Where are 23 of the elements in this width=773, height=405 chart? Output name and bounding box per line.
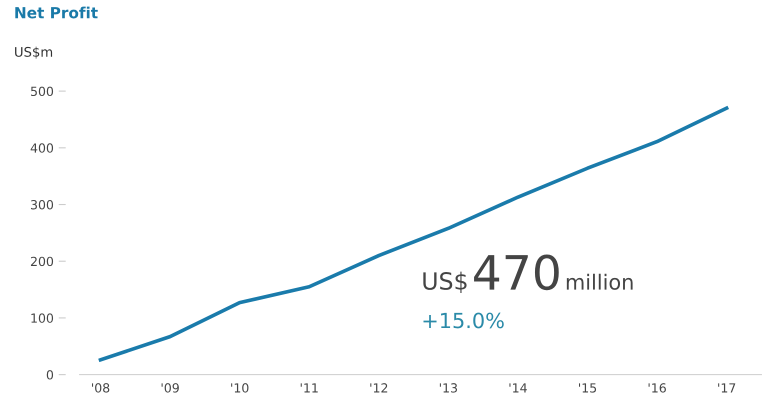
y-tick-label: 400 xyxy=(30,143,54,153)
annotation: 470 xyxy=(474,254,559,290)
x-tick-label: '09 xyxy=(162,383,179,393)
annotation: +15.0% xyxy=(423,312,504,328)
x-tick-label: '13 xyxy=(440,383,458,393)
x-tick-label: '16 xyxy=(648,383,666,393)
x-tick-label: '17 xyxy=(718,383,736,392)
y-tick-label: 500 xyxy=(31,86,54,96)
y-tick-label: 100 xyxy=(31,313,54,323)
chart-title: Net Profit xyxy=(15,6,98,18)
line-series xyxy=(98,106,728,362)
annotation: million xyxy=(566,274,633,290)
y-axis-title: US$m xyxy=(15,46,52,59)
x-tick-label: '15 xyxy=(579,383,596,393)
x-tick-label: '10 xyxy=(231,383,248,393)
y-tick-label: 300 xyxy=(30,200,54,210)
x-tick-label: '08 xyxy=(92,383,110,393)
x-tick-label: '14 xyxy=(509,383,527,392)
annotation: US$ xyxy=(423,272,467,294)
x-tick-label: '11 xyxy=(300,383,318,392)
x-tick-label: '12 xyxy=(370,383,388,392)
y-tick-label: 200 xyxy=(30,256,54,266)
y-tick-label: 0 xyxy=(46,370,54,380)
